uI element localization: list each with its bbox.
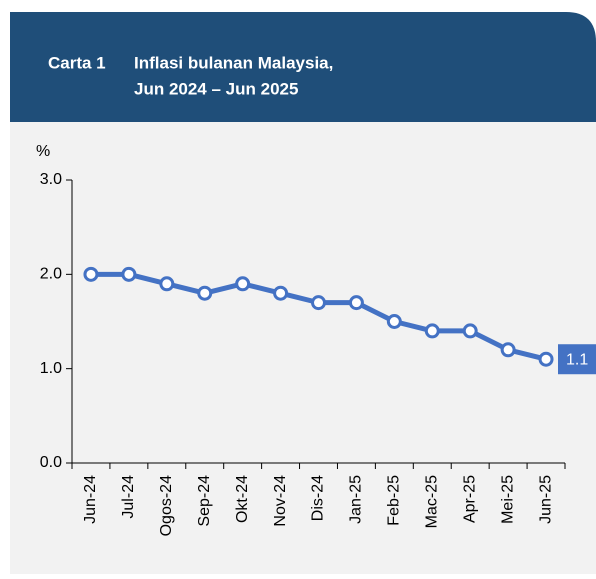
card xyxy=(10,12,596,574)
x-tick-label: Jan-25 xyxy=(348,475,365,524)
x-tick-label: Nov-24 xyxy=(272,475,289,527)
data-point xyxy=(500,342,516,358)
x-tick-label: Mei-25 xyxy=(499,475,516,524)
data-point xyxy=(424,323,440,339)
data-point xyxy=(121,266,137,282)
data-point xyxy=(235,276,251,292)
x-tick-label: Ogos-24 xyxy=(158,475,175,536)
y-tick-label: 0.0 xyxy=(40,454,62,471)
x-tick-label: Jun-24 xyxy=(82,475,99,524)
chart-label: Carta 1 xyxy=(48,53,106,72)
y-tick-label: 3.0 xyxy=(40,171,62,188)
data-point xyxy=(197,285,213,301)
y-tick-label: 2.0 xyxy=(40,266,62,283)
x-tick-label: Jun-25 xyxy=(537,475,554,524)
data-point xyxy=(386,314,402,329)
x-tick-label: Sep-24 xyxy=(196,475,213,527)
data-point xyxy=(538,351,554,367)
data-point xyxy=(83,266,99,282)
data-point xyxy=(159,276,175,292)
value-label-box xyxy=(558,344,596,375)
chart-title: Jun 2024 – Jun 2025 xyxy=(134,79,298,98)
x-tick-label: Mac-25 xyxy=(423,475,440,528)
data-point xyxy=(273,285,289,301)
x-tick-label: Dis-24 xyxy=(310,475,327,521)
y-unit: % xyxy=(36,143,50,160)
x-tick-label: Okt-24 xyxy=(234,475,251,523)
x-tick-label: Apr-25 xyxy=(461,475,478,523)
data-point xyxy=(311,295,326,311)
y-tick-label: 1.0 xyxy=(40,360,62,377)
header xyxy=(10,12,596,122)
chart-title: Inflasi bulanan Malaysia, xyxy=(134,53,333,72)
x-tick-label: Jul-24 xyxy=(120,475,137,519)
x-tick-label: Feb-25 xyxy=(386,475,403,526)
data-point xyxy=(462,323,478,339)
value-label: 1.1 xyxy=(566,351,588,368)
data-point xyxy=(348,295,364,311)
